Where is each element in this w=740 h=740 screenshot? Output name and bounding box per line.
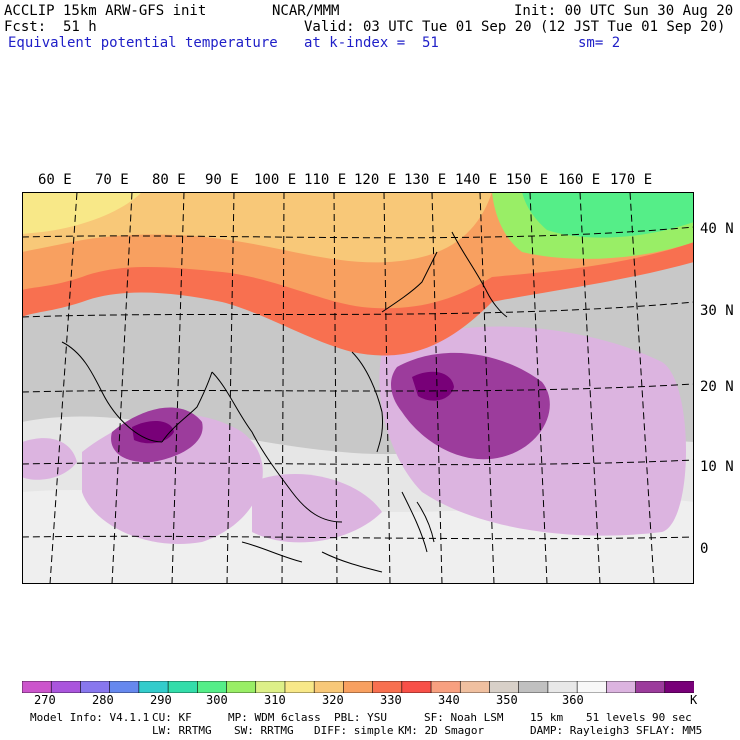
lat-label: 20 N: [700, 379, 734, 395]
lon-label: 120 E: [354, 172, 397, 188]
colorbar-tick-label: 310: [264, 693, 286, 707]
lat-label: 10 N: [700, 459, 734, 475]
lon-label: 110 E: [304, 172, 347, 188]
colorbar-swatch: [343, 681, 374, 693]
colorbar-swatch: [459, 681, 491, 693]
colorbar-swatch: [430, 681, 462, 693]
colorbar-tick-label: 300: [206, 693, 228, 707]
colorbar-swatch: [606, 681, 637, 693]
model-info-item: 51 levels: [586, 711, 646, 724]
lat-label: 40 N: [700, 221, 734, 237]
colorbar-tick-label: 350: [496, 693, 518, 707]
model-info-item: SF: Noah LSM: [424, 711, 504, 724]
model-info-item: SW: RRTMG: [234, 724, 294, 737]
smoothing-label: sm= 2: [578, 35, 621, 51]
colorbar-tick-label: 320: [322, 693, 344, 707]
valid-time: Valid: 03 UTC Tue 01 Sep 20 (12 JST Tue …: [304, 19, 726, 35]
colorbar-swatch: [635, 681, 666, 693]
colorbar-unit: K: [690, 693, 698, 707]
lon-label: 140 E: [455, 172, 498, 188]
model-title: ACCLIP 15km ARW-GFS init: [4, 3, 207, 19]
colorbar-swatch: [197, 681, 228, 693]
colorbar-tick-label: 280: [92, 693, 114, 707]
center-label: NCAR/MMM: [272, 3, 340, 19]
colorbar-swatch: [50, 681, 82, 693]
colorbar-swatch: [138, 681, 169, 693]
colorbar-tick-label: 270: [34, 693, 56, 707]
colorbar-tick-label: 330: [380, 693, 402, 707]
colorbar-swatch: [109, 681, 140, 693]
lon-label: 130 E: [404, 172, 447, 188]
graticule: [22, 192, 694, 584]
model-info-item: KM: 2D Smagor: [398, 724, 485, 737]
colorbar-tick-label: 340: [438, 693, 460, 707]
init-time: Init: 00 UTC Sun 30 Aug 20: [514, 3, 734, 19]
model-info-item: CU: KF: [152, 711, 192, 724]
lat-label: 30 N: [700, 303, 734, 319]
colorbar-swatch: [284, 681, 315, 693]
colorbar-swatch: [489, 681, 520, 693]
lon-label: 150 E: [506, 172, 549, 188]
model-info-item: PBL: YSU: [334, 711, 387, 724]
colorbar-swatch: [226, 681, 257, 693]
model-info-item: SFLAY: MM5: [636, 724, 703, 737]
colorbar-swatch: [255, 681, 286, 693]
model-info-item: MP: WDM 6class: [228, 711, 321, 724]
colorbar-swatch: [372, 681, 403, 693]
lon-label: 80 E: [152, 172, 186, 188]
model-info-item: Model Info: V4.1.1: [30, 711, 150, 724]
colorbar-swatch: [22, 681, 53, 693]
colorbar-swatch: [167, 681, 199, 693]
colorbar-tick-label: 360: [562, 693, 584, 707]
theta-e-map: [22, 192, 694, 584]
model-info-item: 90 sec: [652, 711, 692, 724]
colorbar-tick-label: 290: [150, 693, 172, 707]
coastlines: [61, 231, 508, 573]
lon-label: 160 E: [558, 172, 601, 188]
lon-label: 70 E: [95, 172, 129, 188]
colorbar-swatch: [313, 681, 345, 693]
lon-label: 90 E: [205, 172, 239, 188]
level-label: at k-index = 51: [304, 35, 439, 51]
colorbar-swatch: [401, 681, 432, 693]
model-info-item: DIFF: simple: [314, 724, 394, 737]
colorbar-swatch: [576, 681, 608, 693]
colorbar: [22, 681, 694, 693]
model-info-item: 15 km: [530, 711, 564, 724]
colorbar-swatch: [518, 681, 549, 693]
lon-label: 100 E: [254, 172, 297, 188]
mongolia-region: [22, 192, 492, 263]
model-info-item: LW: RRTMG: [152, 724, 212, 737]
colorbar-swatch: [80, 681, 111, 693]
model-info-item: DAMP: Rayleigh3: [530, 724, 630, 737]
colorbar-swatch: [547, 681, 578, 693]
map-frame: [22, 192, 694, 584]
lon-label: 60 E: [38, 172, 72, 188]
lon-label: 170 E: [610, 172, 653, 188]
colorbar-swatch: [664, 681, 694, 693]
lat-label: 0: [700, 541, 709, 557]
forecast-hour: Fcst: 51 h: [4, 19, 97, 35]
field-name: Equivalent potential temperature: [8, 35, 278, 51]
